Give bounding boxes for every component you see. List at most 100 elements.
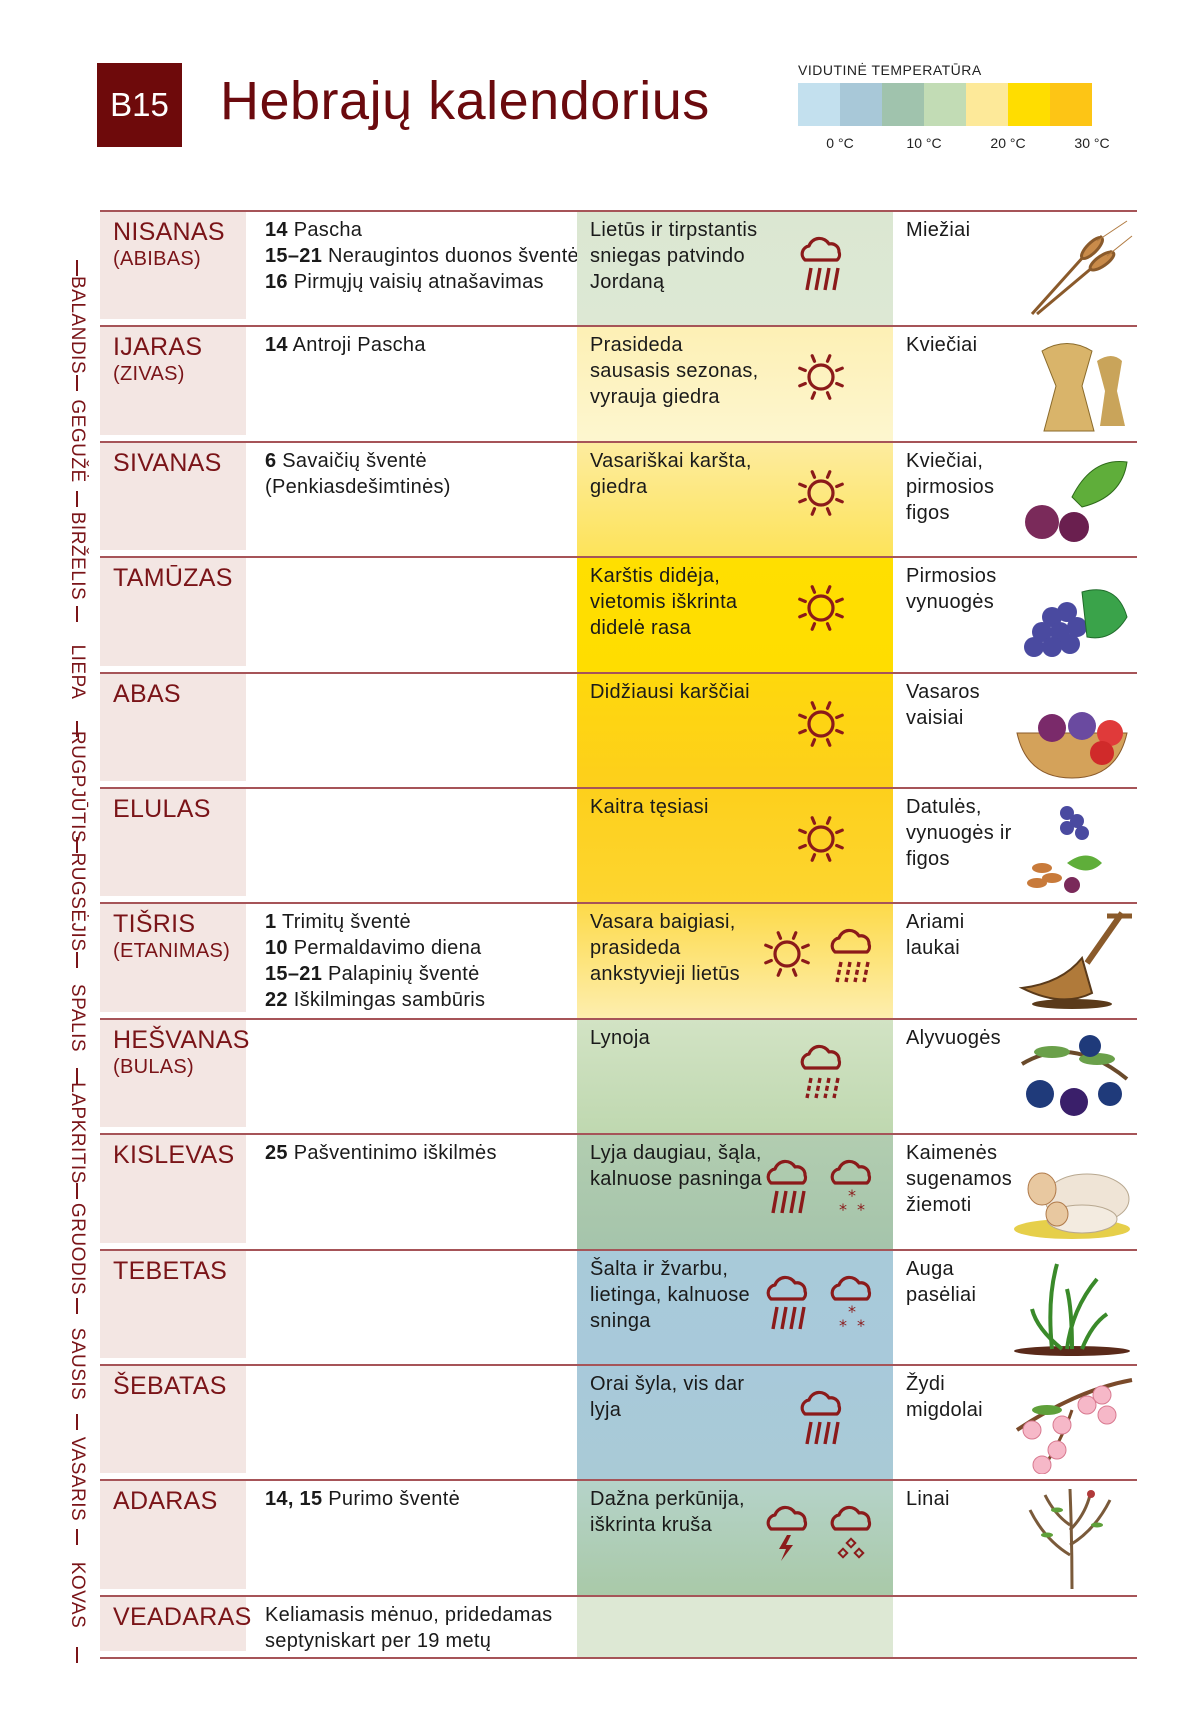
produce-text: Datulės, vynuogės ir figos <box>906 795 1012 870</box>
weather-text: Karštis didėja, vietomis iškrinta didelė… <box>590 565 738 640</box>
produce-text: Pirmosios vynuogės <box>906 565 997 614</box>
weather-cell: Šalta ir žvarbu, lietinga, kalnuose snin… <box>577 1250 893 1364</box>
page-title: Hebrajų kalendorius <box>220 71 710 131</box>
olives-illustration <box>1012 1024 1134 1128</box>
flax-illustration <box>1012 1485 1134 1590</box>
festival-item: 10 Permaldavimo diena <box>265 935 585 961</box>
festival-day: 14 <box>265 219 288 241</box>
weather-text: Vasara baigiasi, prasideda ankstyvieji l… <box>590 911 740 986</box>
weather-cell: Lyja daugiau, šąla, kalnuose pasninga * * * <box>577 1135 893 1249</box>
month-alt-name: (ZIVAS) <box>113 363 185 386</box>
gregorian-month-separator <box>76 721 78 738</box>
month-row: SIVANAS 6 Savaičių šventė (Penkiasdešimti… <box>100 440 1137 557</box>
month-cell: HEŠVANAS (BULAS) <box>100 1019 249 1128</box>
festival-name: Pašventinimo iškilmės <box>293 1142 497 1165</box>
month-cell: NISANAS (ABIBAS) <box>100 212 246 320</box>
produce-text: Kaimenės sugenamos žiemoti <box>906 1142 1013 1217</box>
month-row: ELULAS Kaitra tęsiasi Datulės, vynuogės ir… <box>100 786 1137 903</box>
month-cell: IJARAS (ZIVAS) <box>100 327 246 435</box>
month-alt-name: (BULAS) <box>113 1055 195 1078</box>
drizzle-cloud-icon <box>795 1042 849 1107</box>
weather-icons <box>793 580 849 641</box>
weather-cell: Dažna perkūnija, iškrinta kruša <box>577 1481 893 1595</box>
gregorian-month-separator <box>76 1413 78 1430</box>
month-cell: TEBETAS <box>100 1250 246 1358</box>
gregorian-month-label: RUGPJŪTIS <box>67 730 88 844</box>
figs-illustration <box>1012 447 1134 551</box>
weather-cell: Lietūs ir tirpstantis sniegas patvindo J… <box>577 212 893 326</box>
produce-text: Žydi migdolai <box>906 1372 983 1421</box>
festival-day: 22 <box>265 989 288 1012</box>
weather-text: Dažna perkūnija, iškrinta kruša <box>590 1488 745 1537</box>
month-name: ABAS <box>113 679 181 708</box>
sun-icon <box>759 926 815 991</box>
legend-swatch <box>840 83 882 126</box>
festival-day: 14 <box>265 334 288 357</box>
grapes-illustration <box>1012 562 1134 666</box>
weather-text: Lietūs ir tirpstantis sniegas patvindo J… <box>590 219 758 293</box>
festival-item: 15–21 Neraugintos duonos šventė <box>265 243 585 269</box>
plough-illustration <box>1012 908 1134 1012</box>
festival-day: 14, 15 <box>265 1488 323 1511</box>
barley-illustration <box>1012 216 1134 320</box>
gregorian-month-label: SAUSIS <box>67 1327 88 1401</box>
month-name: TAMŪZAS <box>113 564 233 593</box>
legend-swatch <box>798 83 840 126</box>
sun-icon <box>793 580 849 641</box>
weather-text: Vasariškai karšta, giedra <box>590 449 752 498</box>
sprouts-illustration <box>1012 1255 1134 1359</box>
calendar-table: NISANAS (ABIBAS) 14 Pascha 15–21 Nerauginto… <box>100 210 1137 1659</box>
festival-day: 15–21 <box>265 245 323 267</box>
festival-name: Pascha <box>293 219 363 241</box>
weather-cell: Kaitra tęsiasi <box>577 788 893 903</box>
weather-cell: Didžiausi karščiai <box>577 673 893 787</box>
sun-icon <box>793 811 849 872</box>
weather-icons <box>793 349 849 410</box>
festival-day: 1 <box>265 911 277 934</box>
festival-day: 6 <box>265 449 277 472</box>
legend-swatch <box>1050 83 1092 126</box>
gregorian-month-separator <box>76 952 78 969</box>
temperature-legend-label: VIDUTINĖ TEMPERATŪRA <box>798 62 982 78</box>
gregorian-month-label: GEGUŽĖ <box>67 399 88 483</box>
month-name: NISANAS <box>113 218 225 246</box>
snow-cloud-icon: * * * <box>825 1273 879 1338</box>
festivals: 6 Savaičių šventė (Penkiasdešimtinės) <box>265 448 585 500</box>
month-row: VEADARAS Keliamasis mėnuo, pridedamas sep… <box>100 1594 1137 1659</box>
festival-day: 10 <box>265 937 288 960</box>
festival-item: Keliamasis mėnuo, pridedamas septyniskar… <box>265 1602 585 1654</box>
gregorian-month-label: LIEPA <box>67 644 88 700</box>
rain-cloud-icon <box>795 234 849 299</box>
gregorian-month-separator <box>76 1647 78 1663</box>
produce-text: Miežiai <box>906 219 971 241</box>
weather-icons: * * * <box>761 1157 879 1222</box>
dates-grapes-figs-illustration <box>1012 793 1134 897</box>
festival-item: 16 Pirmųjų vaisių atnašavimas <box>265 269 585 295</box>
gregorian-month-strip: BALANDIS GEGUŽĖ BIRŽELIS LIEPA RUGPJŪTIS RUGS… <box>62 0 92 1733</box>
weather-icons <box>795 234 849 299</box>
produce-text: Kviečiai, pirmosios figos <box>906 449 995 524</box>
weather-icons <box>795 1042 849 1107</box>
weather-text: Lynoja <box>590 1026 650 1049</box>
produce-text: Vasaros vaisiai <box>906 680 980 729</box>
gregorian-month-separator <box>76 605 78 622</box>
svg-text:*: * <box>857 1316 865 1333</box>
festival-name: Trimitų šventė <box>281 911 411 934</box>
weather-icons <box>761 1503 879 1568</box>
month-cell: ŠEBATAS <box>100 1365 246 1474</box>
month-cell: ELULAS <box>100 788 246 897</box>
festival-name: Pirmųjų vaisių atnašavimas <box>293 271 544 293</box>
festival-item: 14 Antroji Pascha <box>265 332 585 358</box>
legend-tick: 0 °C <box>826 135 854 151</box>
festival-day: 25 <box>265 1142 288 1165</box>
temperature-legend-bar <box>798 83 1092 126</box>
festivals: 14 Antroji Pascha <box>265 332 585 358</box>
gregorian-month-label: VASARIS <box>67 1437 88 1522</box>
weather-cell: Lynoja <box>577 1019 893 1134</box>
sheep-illustration <box>1012 1139 1134 1243</box>
weather-text: Didžiausi karščiai <box>590 680 750 703</box>
month-row: ADARAS 14, 15 Purimo šventė Dažna perkūnij… <box>100 1479 1137 1595</box>
hail-cloud-icon <box>825 1503 879 1568</box>
gregorian-month-separator <box>76 836 78 853</box>
gregorian-month-separator <box>76 375 78 392</box>
